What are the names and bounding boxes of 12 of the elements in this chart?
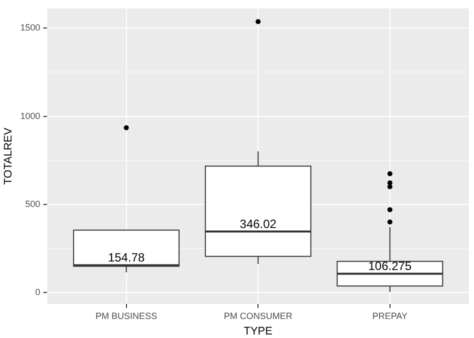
text: 346.02 [240,216,276,231]
x-tick-label: PM CONSUMER [224,310,293,321]
y-axis-title: TOTALREV [2,127,15,185]
y-tick-label: 0 [35,287,40,298]
y-tick-label: 1500 [20,22,40,33]
x-tick-label: PM BUSINESS [96,310,158,321]
x-axis-title: TYPE [244,325,272,338]
y-tick-label: 1000 [20,110,40,121]
text: 154.78 [108,250,145,265]
x-tick-label: PREPAY [372,310,408,321]
y-tick-label: 500 [25,198,40,209]
text: 106.275 [368,259,412,274]
